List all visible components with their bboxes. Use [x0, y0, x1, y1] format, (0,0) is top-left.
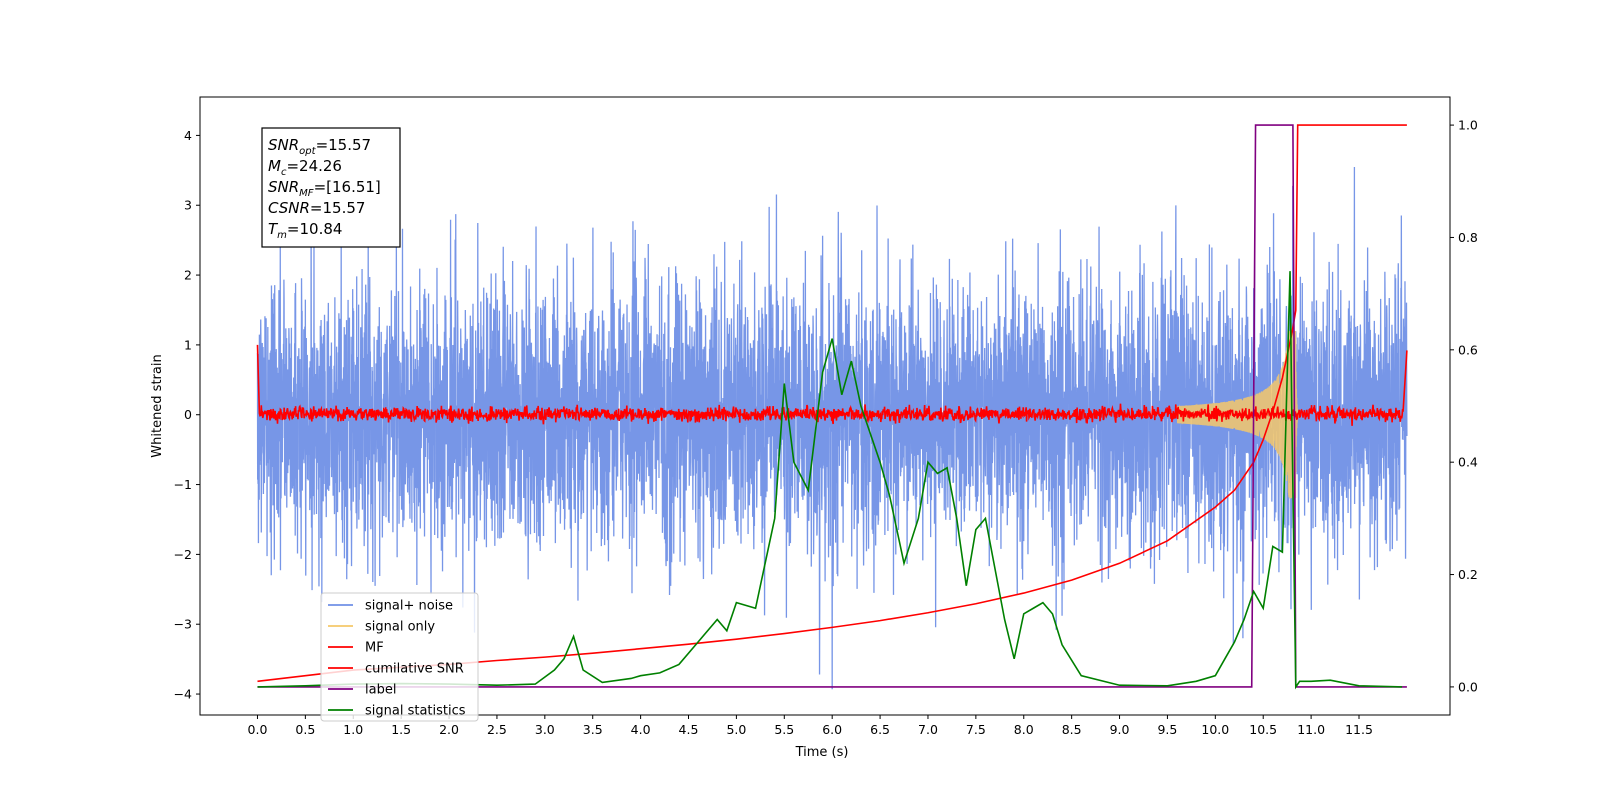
annotation-value: =[16.51] [314, 178, 381, 196]
legend-frame [320, 592, 479, 722]
legend: signal+ noise signal only MF cumilative SNR… [320, 592, 479, 722]
x-tick-label: 5.0 [726, 722, 746, 737]
x-tick-label: 7.0 [918, 722, 938, 737]
y-axis-left: 4 3 2 1 0 −1 −2 −3 −4 [174, 128, 200, 702]
annotation-subscript: MF [299, 188, 314, 199]
x-axis-label: Time (s) [795, 745, 849, 760]
y-tick-label: 3 [184, 198, 192, 213]
annotation-symbol: CSNR [268, 199, 310, 217]
series-signal-statistics-line [257, 271, 1403, 690]
annotation-line: Tm=10.84 [268, 220, 342, 241]
x-axis: 0.0 0.5 1.0 1.5 2.0 2.5 3.0 3.5 4.0 4.5 5.0 5.5 6.0 6… [248, 715, 1373, 737]
annotation-value: =15.57 [316, 136, 372, 154]
y2-tick-label: 0.4 [1458, 455, 1478, 470]
y-tick-label: 4 [184, 128, 192, 143]
y2-tick-label: 0.8 [1458, 230, 1478, 245]
annotation-value: =15.57 [310, 199, 366, 217]
annotation-line: Mc=24.26 [268, 157, 342, 178]
series-cumilative-snr-line [257, 124, 1407, 683]
y-axis-label: Whitened strain [150, 354, 165, 457]
plot-frame [199, 96, 1451, 716]
legend-label: label [365, 683, 396, 698]
x-tick-label: 8.0 [1014, 722, 1034, 737]
y-tick-label: −1 [174, 477, 192, 492]
y-axis-right: 1.0 0.8 0.6 0.4 0.2 0.0 [1450, 118, 1478, 694]
x-tick-label: 11.0 [1297, 722, 1325, 737]
annotation-frame [261, 127, 401, 248]
y2-tick-label: 0.2 [1458, 567, 1478, 582]
series-label-line [257, 124, 1407, 688]
annotation-symbol: M [268, 157, 281, 175]
x-tick-label: 3.0 [535, 722, 555, 737]
y-tick-label: 2 [184, 268, 192, 283]
annotation-subscript: c [281, 167, 287, 178]
annotation-subscript: m [277, 230, 287, 241]
series-signal-noise-line [256, 167, 1408, 690]
x-tick-label: 1.5 [391, 722, 411, 737]
x-tick-label: 0.5 [295, 722, 315, 737]
x-tick-label: 9.5 [1157, 722, 1177, 737]
legend-label: cumilative SNR [365, 662, 464, 677]
annotation-symbol: T [268, 220, 279, 238]
series-signal-only-line [1176, 330, 1301, 499]
annotation-line: CSNR=15.57 [268, 199, 365, 217]
x-tick-label: 1.0 [343, 722, 363, 737]
x-tick-label: 4.5 [679, 722, 699, 737]
x-tick-label: 11.5 [1345, 722, 1373, 737]
annotation-line: SNRopt=15.57 [268, 136, 371, 157]
x-tick-label: 0.0 [248, 722, 268, 737]
annotation-symbol: SNR [268, 178, 299, 196]
x-tick-label: 9.0 [1110, 722, 1130, 737]
y-tick-label: −3 [174, 617, 192, 632]
y-tick-label: 0 [184, 407, 192, 422]
y2-tick-label: 0.0 [1458, 679, 1478, 694]
y-tick-label: −4 [174, 687, 192, 702]
legend-label: signal+ noise [365, 599, 453, 614]
y2-tick-label: 0.6 [1458, 342, 1478, 357]
x-tick-label: 3.5 [583, 722, 603, 737]
stats-annotation-box: SNRopt=15.57Mc=24.26SNRMF=[16.51]CSNR=15… [261, 127, 401, 248]
legend-label: signal statistics [365, 704, 466, 719]
y-tick-label: −2 [174, 547, 192, 562]
x-tick-label: 5.5 [774, 722, 794, 737]
annotation-value: =24.26 [286, 157, 342, 175]
x-tick-label: 6.0 [822, 722, 842, 737]
x-tick-label: 4.0 [631, 722, 651, 737]
series-mf-line [256, 344, 1408, 426]
annotation-subscript: opt [299, 146, 316, 157]
x-tick-label: 8.5 [1062, 722, 1082, 737]
legend-label: MF [365, 641, 384, 656]
series-layer [256, 124, 1408, 690]
x-tick-label: 6.5 [870, 722, 890, 737]
annotation-value: =10.84 [287, 220, 343, 238]
annotation-symbol: SNR [268, 136, 299, 154]
legend-label: signal only [365, 620, 435, 635]
x-tick-label: 7.5 [966, 722, 986, 737]
annotation-line: SNRMF=[16.51] [268, 178, 381, 199]
x-tick-label: 10.0 [1201, 722, 1229, 737]
y-tick-label: 1 [184, 337, 192, 352]
x-tick-label: 10.5 [1249, 722, 1277, 737]
x-tick-label: 2.0 [439, 722, 459, 737]
y2-tick-label: 1.0 [1458, 118, 1478, 133]
x-tick-label: 2.5 [487, 722, 507, 737]
